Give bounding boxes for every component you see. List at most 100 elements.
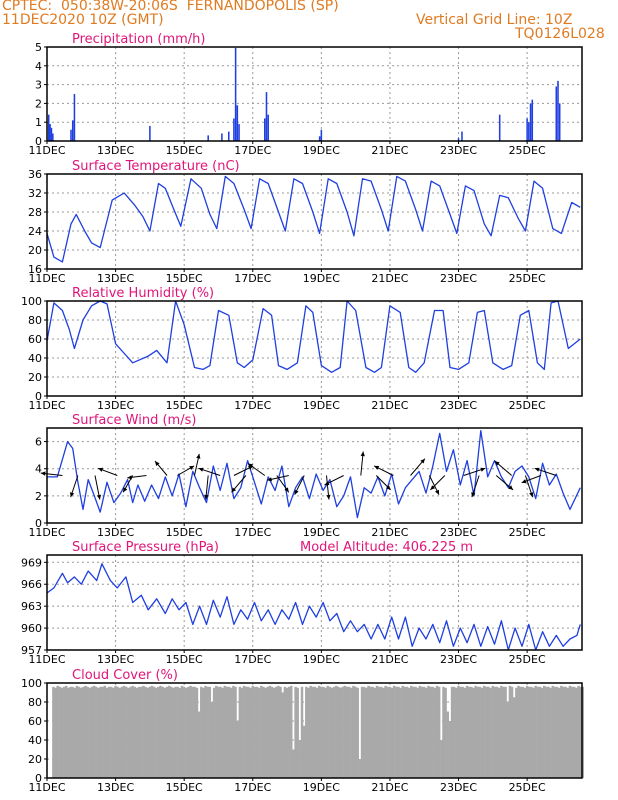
precip-bar [47, 114, 50, 141]
x-tick-label: 11DEC [28, 653, 65, 666]
product-code: TQ0126L028 [515, 26, 605, 42]
precip-bar [461, 131, 463, 141]
cloud-bar [485, 686, 488, 778]
panel-frame [46, 554, 583, 651]
cloud-bar [525, 685, 529, 778]
x-tick-label: 23DEC [440, 272, 477, 285]
cloud-bar [292, 749, 295, 778]
y-tick-label: 2 [35, 490, 42, 503]
wind-arrowhead [435, 489, 439, 495]
y-tick-label: 40 [28, 734, 42, 747]
cloud-bar [566, 687, 570, 778]
cloud-bar [82, 686, 85, 778]
x-tick-label: 13DEC [97, 781, 134, 794]
x-tick-label: 13DEC [97, 653, 134, 666]
cloud-bar [467, 686, 471, 778]
cloud-bar [480, 687, 484, 778]
x-tick-label: 17DEC [234, 526, 271, 539]
cloud-bar [422, 686, 426, 778]
cloud-bar [472, 687, 475, 778]
wind-arrowhead [420, 458, 425, 464]
wind-arrowhead [430, 485, 436, 490]
cloud-bar [384, 685, 387, 778]
header-line1: CPTEC: 050:38W-20:06S FERNANDOPOLIS (SP) [2, 0, 339, 14]
cloud-bar [401, 685, 404, 778]
precip-bar [558, 103, 561, 141]
cloud-bar [251, 685, 254, 778]
cloud-bar [140, 686, 143, 778]
precip-bar [320, 129, 323, 141]
y-tick-label: 100 [21, 677, 42, 690]
y-tick-label: 957 [21, 644, 42, 657]
precip-bar [234, 47, 237, 141]
cloud-bar [185, 687, 188, 778]
cloud-bar [345, 686, 349, 778]
wind-arrowhead [471, 492, 476, 498]
precip-bar [265, 92, 268, 141]
cloud-bar [560, 685, 563, 778]
cloud-bar [58, 686, 62, 778]
cloud-bar [178, 687, 182, 778]
precip-bar [318, 136, 321, 141]
cloud-bar [77, 686, 81, 778]
y-tick-label: 3 [35, 79, 42, 92]
panel-frame [46, 46, 583, 142]
precip-bar [227, 131, 230, 141]
y-tick-label: 36 [28, 168, 42, 181]
y-tick-label: 80 [28, 314, 42, 327]
cloud-bar [242, 685, 246, 778]
cloud-bar [167, 685, 171, 778]
y-tick-label: 969 [21, 556, 42, 569]
cloud-bar [506, 702, 509, 778]
panel-title: Surface Temperature (nC) [72, 159, 240, 174]
cloud-bar [371, 686, 374, 778]
cloud-bar [270, 686, 274, 778]
cloud-bar [223, 685, 227, 778]
cloud-bar [562, 686, 565, 778]
cloud-bar [420, 686, 424, 778]
precip-bar [71, 120, 74, 141]
x-tick-label: 21DEC [371, 399, 408, 412]
panel-title: Surface Wind (m/s) [72, 413, 196, 428]
cloud-bar [470, 686, 473, 778]
cloud-bar [127, 687, 130, 778]
cloud-bar [461, 686, 464, 778]
cloud-bar [437, 686, 441, 778]
x-tick-label: 21DEC [371, 653, 408, 666]
cloud-bar [279, 686, 282, 778]
x-tick-label: 23DEC [440, 781, 477, 794]
cloud-bar [572, 686, 576, 778]
cloud-bar [504, 686, 507, 778]
cloud-bar [86, 686, 89, 778]
cloud-bar [324, 687, 327, 778]
x-tick-label: 13DEC [97, 399, 134, 412]
cloud-bar [182, 686, 186, 778]
precip-bar [50, 127, 53, 141]
wind-arrowhead [198, 467, 204, 472]
cloud-bar [313, 686, 317, 778]
cloud-bar [581, 686, 585, 778]
cloud-bar [60, 687, 64, 778]
cloud-bar [300, 686, 304, 778]
cloud-bar [373, 687, 377, 778]
panel-annotation: Model Altitude: 406.225 m [300, 540, 473, 555]
y-tick-label: 28 [28, 206, 42, 219]
x-tick-label: 17DEC [234, 781, 271, 794]
x-tick-label: 25DEC [509, 781, 546, 794]
cloud-bar [388, 686, 392, 778]
cloud-bar [553, 686, 557, 778]
y-tick-label: 20 [28, 244, 42, 257]
cloud-bar [217, 686, 220, 778]
cloud-bar [476, 686, 479, 778]
x-tick-label: 13DEC [97, 526, 134, 539]
cloud-bar [392, 685, 396, 778]
cloud-bar [343, 685, 347, 778]
cloud-bar [99, 686, 102, 778]
cloud-bar [367, 685, 370, 778]
x-tick-label: 23DEC [440, 144, 477, 157]
cloud-bar [557, 687, 561, 778]
cloud-bar [365, 687, 368, 778]
cloud-bar [112, 687, 115, 778]
cloud-bar [354, 686, 357, 778]
